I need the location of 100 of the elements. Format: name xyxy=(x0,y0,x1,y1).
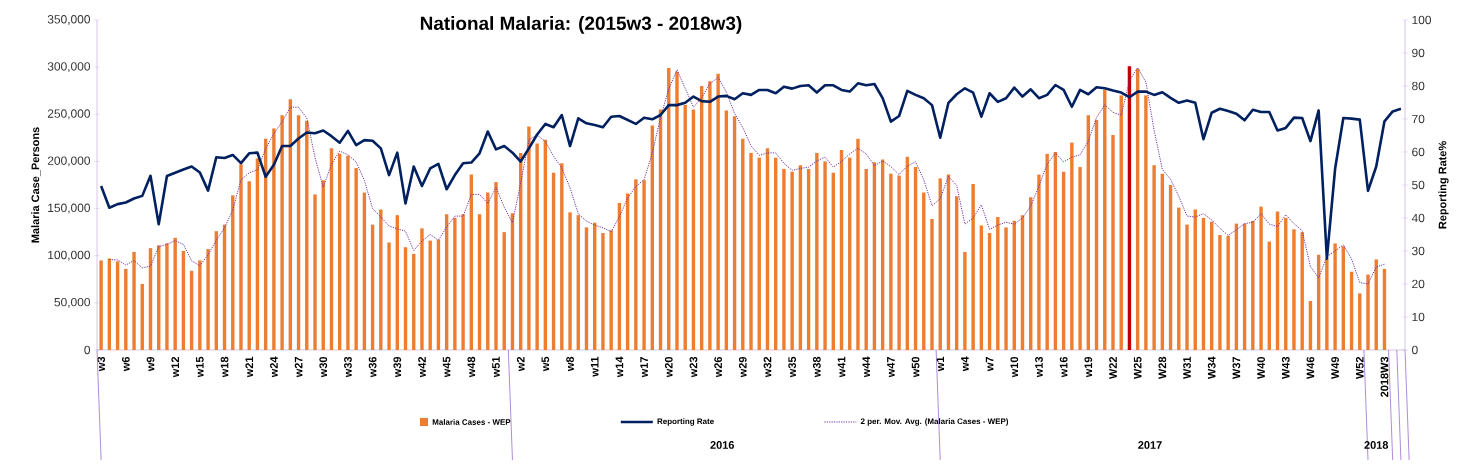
x-tick-label: w9 xyxy=(146,356,155,372)
line-series xyxy=(108,67,1385,285)
x-tick-label: w16 xyxy=(1059,356,1068,378)
x-tick-label: w20 xyxy=(664,356,673,378)
x-tick-label: w12 xyxy=(171,356,179,378)
y2-tick-label: 20 xyxy=(1412,279,1425,289)
bar xyxy=(1300,232,1304,350)
bar xyxy=(749,152,753,350)
x-tick-label: w14 xyxy=(615,356,624,378)
bar xyxy=(527,126,531,350)
x-tick-label: w39 xyxy=(393,356,402,378)
bar xyxy=(198,260,202,350)
bar xyxy=(1070,142,1074,350)
x-tick-label: w6 xyxy=(121,356,130,372)
y-tick-label: 300,000 xyxy=(47,62,91,73)
bar xyxy=(716,73,720,350)
bar xyxy=(1144,95,1148,350)
x-tick-label: w2 xyxy=(516,356,525,372)
x-tick-label: W37 xyxy=(1232,356,1241,380)
x-tick-label: w45 xyxy=(442,356,451,378)
x-tick-label: w17 xyxy=(640,356,648,378)
bar xyxy=(601,233,605,350)
y2-axis-title: Reporting Rate% xyxy=(1438,141,1449,229)
y-tick-label: 350,000 xyxy=(47,15,91,25)
bar xyxy=(1185,224,1189,350)
y2-tick-label: 50 xyxy=(1412,180,1425,190)
x-tick-label: 2018W3 xyxy=(1380,356,1389,397)
x-tick-label: w18 xyxy=(220,356,229,378)
bar xyxy=(963,251,967,350)
x-tick-label: W25 xyxy=(1133,356,1142,380)
bar xyxy=(420,228,424,350)
bar xyxy=(560,163,564,350)
bar xyxy=(1218,234,1222,350)
y-tick-label: 150,000 xyxy=(48,203,91,214)
bar xyxy=(897,175,901,350)
x-tick-label: W28 xyxy=(1158,356,1167,380)
bar xyxy=(642,180,646,350)
bar xyxy=(453,217,457,350)
bar xyxy=(1078,167,1082,350)
text: 2017 xyxy=(1138,441,1162,449)
y2-tick-label: 30 xyxy=(1412,246,1425,256)
bar xyxy=(856,138,860,350)
x-tick-label: w33 xyxy=(344,356,352,378)
bar xyxy=(889,173,893,350)
x-tick-label: w38 xyxy=(812,356,821,378)
bar xyxy=(1226,235,1230,350)
bar xyxy=(1325,258,1329,350)
x-tick-label: w1 xyxy=(936,356,944,372)
x-tick-label: w10 xyxy=(1010,356,1019,378)
y2-tick-label: 90 xyxy=(1412,48,1425,58)
bar xyxy=(132,251,136,350)
x-tick-label: W40 xyxy=(1257,356,1265,380)
bar xyxy=(387,242,391,350)
bar xyxy=(675,71,679,350)
x-tick-label: w4 xyxy=(961,356,969,372)
y2-tick-label: 80 xyxy=(1412,81,1425,91)
x-tick-label: w8 xyxy=(566,356,574,372)
y2-tick-label: 60 xyxy=(1412,147,1425,157)
y2-tick-label: 70 xyxy=(1412,114,1425,124)
x-tick-label: W46 xyxy=(1306,356,1315,380)
bar xyxy=(1111,135,1115,350)
chart-title: National Malaria: (2015w3 - 2018w3) xyxy=(420,16,742,34)
x-tick-label: w3 xyxy=(97,356,106,372)
text: 2016 xyxy=(710,441,735,449)
y2-tick-label: 100 xyxy=(1412,15,1432,25)
bar xyxy=(124,268,128,350)
text: 2018 xyxy=(1364,441,1389,449)
bar xyxy=(971,184,975,350)
x-tick-label: w41 xyxy=(837,356,846,378)
x-tick-label: w51 xyxy=(492,356,500,378)
y-tick-label: 100,000 xyxy=(48,250,91,261)
bar xyxy=(568,212,572,350)
bar xyxy=(823,161,827,350)
x-tick-label: w29 xyxy=(738,356,747,378)
bar xyxy=(1292,229,1296,350)
x-tick-label: W52 xyxy=(1355,356,1364,380)
x-tick-label: W34 xyxy=(1207,356,1216,380)
y-axis-title: Malaria Case_Persons xyxy=(31,127,41,243)
y2-tick-label: 40 xyxy=(1411,213,1425,223)
bar xyxy=(1045,153,1049,350)
bar xyxy=(1037,174,1041,350)
bar xyxy=(354,168,358,350)
y2-tick-label: 10 xyxy=(1412,312,1425,322)
bar xyxy=(494,182,498,350)
bar xyxy=(815,152,819,350)
bar xyxy=(346,155,350,350)
x-tick-label: W22 xyxy=(1109,356,1117,380)
x-tick-label: w26 xyxy=(714,356,722,378)
y-tick-label: 50,000 xyxy=(54,297,91,308)
x-tick-label: w15 xyxy=(196,356,204,378)
bar xyxy=(1251,220,1255,350)
x-tick-label: w36 xyxy=(368,356,377,378)
bar xyxy=(1152,165,1156,350)
x-tick-label: w23 xyxy=(689,356,698,378)
bar xyxy=(1004,227,1008,350)
bar xyxy=(996,217,1000,350)
x-tick-label: w50 xyxy=(911,356,920,378)
bar xyxy=(173,237,177,350)
bar xyxy=(165,243,169,350)
x-tick-label: w24 xyxy=(270,356,278,378)
